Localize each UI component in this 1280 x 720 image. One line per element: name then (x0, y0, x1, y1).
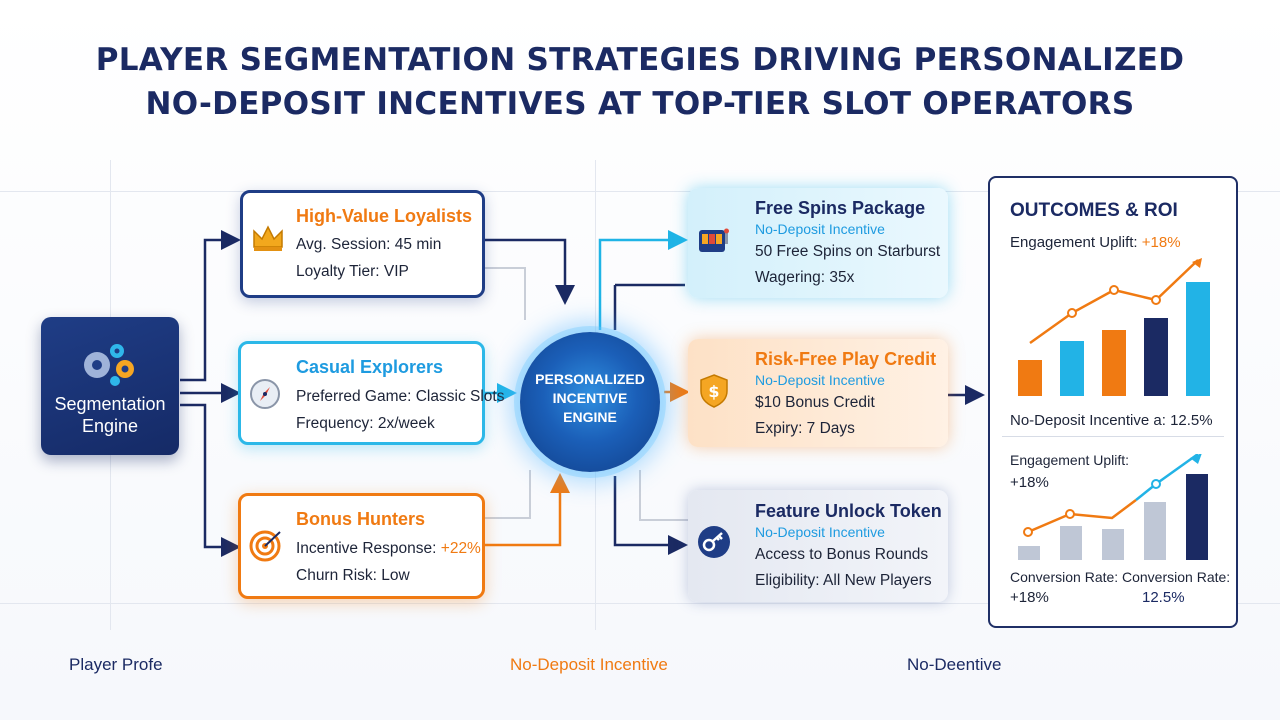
incentive-line: Expiry: 7 Days (755, 420, 855, 437)
svg-text:$: $ (708, 382, 719, 401)
hub-line-2: INCENTIVE (552, 390, 628, 406)
segment-title: Bonus Hunters (296, 509, 426, 529)
segment-card-high-value[interactable]: High-Value Loyalists Avg. Session: 45 mi… (240, 190, 485, 298)
engagement-uplift-value-2: +18% (1010, 474, 1049, 491)
segment-title: High-Value Loyalists (296, 206, 473, 226)
segment-line: Avg. Session: 45 min (296, 236, 442, 253)
hub-line-1: PERSONALIZED (535, 371, 645, 387)
outcomes-chart-bottom (1018, 454, 1208, 560)
engagement-value: +18% (1141, 234, 1181, 251)
trend-arrowhead (1190, 454, 1202, 464)
segment-line: Loyalty Tier: VIP (296, 263, 409, 280)
conversion-rate-value-2: 12.5% (1142, 589, 1185, 606)
trend-arrowhead (1192, 258, 1202, 268)
conversion-rate-label-1: Conversion Rate: (1010, 569, 1119, 585)
incentive-line: Access to Bonus Rounds (755, 546, 929, 563)
chart-bar (1018, 546, 1040, 560)
chart-bar (1186, 282, 1210, 396)
title-line-2: NO-DEPOSIT INCENTIVES AT TOP-TIER SLOT O… (145, 86, 1135, 122)
crown-icon (253, 225, 283, 251)
incentive-title: Risk-Free Play Credit (755, 349, 937, 369)
chart-bar (1144, 502, 1166, 560)
segment-card-bonus-hunters[interactable]: Bonus Hunters Incentive Response: +22% C… (238, 493, 485, 599)
incentive-line: Wagering: 35x (755, 269, 855, 286)
footer-label-player-profile: Player Profe (69, 655, 163, 674)
incentive-response-label: Incentive Response: (296, 540, 441, 557)
trend-point (1067, 308, 1077, 318)
segmentation-label-2: Engine (81, 416, 139, 436)
engagement-uplift-label-2: Engagement Uplift: (1010, 452, 1130, 468)
incentive-subtitle: No-Deposit Incentive (755, 524, 885, 540)
footer-label-no-deentive: No-Deentive (907, 655, 1002, 674)
engagement-label: Engagement Uplift: (1010, 234, 1142, 251)
title-line-1: PLAYER SEGMENTATION STRATEGIES DRIVING P… (95, 42, 1185, 78)
segmentation-label-1: Segmentation (54, 394, 166, 414)
trend-point (1151, 295, 1161, 305)
incentive-line: $10 Bonus Credit (755, 394, 875, 411)
chart-bar (1186, 474, 1208, 560)
incentive-subtitle: No-Deposit Incentive (755, 221, 885, 237)
segment-title: Casual Explorers (296, 357, 444, 377)
hub-line-3: ENGINE (563, 409, 617, 425)
no-deposit-incentive-label: No-Deposit Incentive a: 12.5% (1010, 412, 1213, 429)
engagement-uplift-label: Engagement Uplift: +18% (1010, 234, 1181, 251)
chart-bar (1102, 529, 1124, 560)
outcomes-title: OUTCOMES & ROI (1010, 200, 1178, 221)
compass-icon (250, 379, 280, 409)
outcomes-roi-panel: OUTCOMES & ROI Engagement Uplift: +18% N… (988, 176, 1238, 628)
footer-label-no-deposit: No-Deposit Incentive (510, 655, 668, 674)
trend-point (1109, 285, 1119, 295)
slot-machine-icon (699, 228, 729, 252)
gears-icon (84, 344, 134, 386)
shield-dollar-icon: $ (700, 374, 728, 408)
chart-bar (1060, 341, 1084, 396)
key-icon (698, 526, 730, 558)
segment-line: Preferred Game: Classic Slots (296, 388, 505, 405)
incentive-card-feature-unlock[interactable]: Feature Unlock Token No-Deposit Incentiv… (688, 490, 948, 602)
divider (1002, 436, 1224, 437)
incentive-title: Free Spins Package (755, 198, 926, 218)
incentive-card-risk-free[interactable]: $ Risk-Free Play Credit No-Deposit Incen… (688, 339, 948, 447)
segmentation-engine[interactable]: Segmentation Engine (41, 317, 179, 455)
segment-line: Frequency: 2x/week (296, 415, 435, 432)
conversion-rate-value-1: +18% (1010, 589, 1049, 606)
chart-bar (1018, 360, 1042, 396)
incentive-subtitle: No-Deposit Incentive (755, 372, 885, 388)
trend-line-orange (1027, 499, 1137, 534)
trend-point (1065, 509, 1075, 519)
chart-bar (1060, 526, 1082, 560)
grid-line (0, 603, 1280, 604)
trend-point (1023, 527, 1033, 537)
incentive-line: Eligibility: All New Players (755, 572, 932, 589)
segment-card-casual[interactable]: Casual Explorers Preferred Game: Classic… (238, 341, 504, 445)
chart-bar (1144, 318, 1168, 396)
incentive-card-free-spins[interactable]: Free Spins Package No-Deposit Incentive … (688, 188, 948, 298)
conversion-rate-label-2: Conversion Rate: (1122, 569, 1231, 585)
trend-point (1151, 479, 1161, 489)
segment-line: Incentive Response: +22% (296, 540, 481, 558)
outcomes-chart-top (1018, 258, 1210, 396)
chart-bar (1102, 330, 1126, 396)
grid-line (0, 191, 1280, 192)
page-title: PLAYER SEGMENTATION STRATEGIES DRIVING P… (0, 38, 1280, 126)
personalized-incentive-engine[interactable]: PERSONALIZED INCENTIVE ENGINE (520, 332, 660, 472)
target-icon (249, 530, 281, 562)
incentive-line: 50 Free Spins on Starburst (755, 243, 941, 260)
incentive-title: Feature Unlock Token (755, 501, 942, 521)
segment-line: Churn Risk: Low (296, 567, 410, 584)
incentive-response-value: +22% (440, 540, 481, 557)
